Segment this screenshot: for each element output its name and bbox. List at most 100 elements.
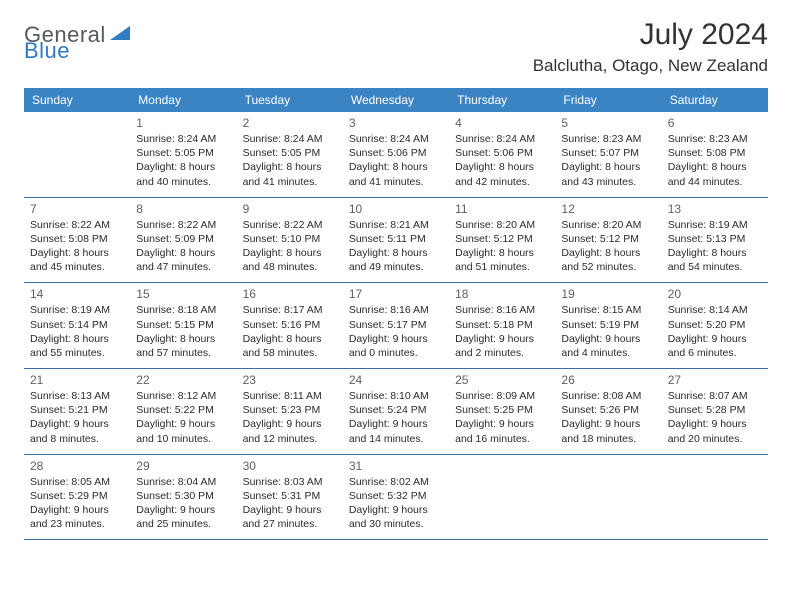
daylight-line: Daylight: 9 hours and 4 minutes. xyxy=(561,332,655,360)
sunrise-line: Sunrise: 8:07 AM xyxy=(668,389,762,403)
calendar-week: 7Sunrise: 8:22 AMSunset: 5:08 PMDaylight… xyxy=(24,198,768,284)
sunrise-line: Sunrise: 8:23 AM xyxy=(668,132,762,146)
calendar-day: 30Sunrise: 8:03 AMSunset: 5:31 PMDayligh… xyxy=(237,455,343,540)
sunset-line: Sunset: 5:18 PM xyxy=(455,318,549,332)
daylight-line: Daylight: 8 hours and 49 minutes. xyxy=(349,246,443,274)
sunset-line: Sunset: 5:28 PM xyxy=(668,403,762,417)
sunset-line: Sunset: 5:08 PM xyxy=(30,232,124,246)
sunset-line: Sunset: 5:25 PM xyxy=(455,403,549,417)
calendar-day: 10Sunrise: 8:21 AMSunset: 5:11 PMDayligh… xyxy=(343,198,449,283)
sunrise-line: Sunrise: 8:13 AM xyxy=(30,389,124,403)
calendar-day: 27Sunrise: 8:07 AMSunset: 5:28 PMDayligh… xyxy=(662,369,768,454)
sunrise-line: Sunrise: 8:04 AM xyxy=(136,475,230,489)
sunset-line: Sunset: 5:26 PM xyxy=(561,403,655,417)
sunrise-line: Sunrise: 8:17 AM xyxy=(243,303,337,317)
calendar-day: 11Sunrise: 8:20 AMSunset: 5:12 PMDayligh… xyxy=(449,198,555,283)
sunset-line: Sunset: 5:10 PM xyxy=(243,232,337,246)
day-number: 12 xyxy=(561,202,655,216)
day-number: 14 xyxy=(30,287,124,301)
sunset-line: Sunset: 5:20 PM xyxy=(668,318,762,332)
sunrise-line: Sunrise: 8:22 AM xyxy=(30,218,124,232)
daylight-line: Daylight: 9 hours and 16 minutes. xyxy=(455,417,549,445)
calendar-day: 8Sunrise: 8:22 AMSunset: 5:09 PMDaylight… xyxy=(130,198,236,283)
day-number: 29 xyxy=(136,459,230,473)
calendar-day: 21Sunrise: 8:13 AMSunset: 5:21 PMDayligh… xyxy=(24,369,130,454)
daylight-line: Daylight: 9 hours and 10 minutes. xyxy=(136,417,230,445)
daylight-line: Daylight: 8 hours and 51 minutes. xyxy=(455,246,549,274)
calendar-day: 16Sunrise: 8:17 AMSunset: 5:16 PMDayligh… xyxy=(237,283,343,368)
sunset-line: Sunset: 5:09 PM xyxy=(136,232,230,246)
sunset-line: Sunset: 5:08 PM xyxy=(668,146,762,160)
sunrise-line: Sunrise: 8:20 AM xyxy=(561,218,655,232)
daylight-line: Daylight: 9 hours and 2 minutes. xyxy=(455,332,549,360)
daylight-line: Daylight: 8 hours and 45 minutes. xyxy=(30,246,124,274)
sunset-line: Sunset: 5:24 PM xyxy=(349,403,443,417)
sunrise-line: Sunrise: 8:16 AM xyxy=(349,303,443,317)
calendar-week: 28 Sunrise: 8:05 AMSunset: 5:29 PM Dayligh… xyxy=(24,455,768,541)
day-number: 1 xyxy=(136,116,230,130)
sunset-line: Sunset: 5:13 PM xyxy=(668,232,762,246)
calendar-day: 23Sunrise: 8:11 AMSunset: 5:23 PMDayligh… xyxy=(237,369,343,454)
day-number: 30 xyxy=(243,459,337,473)
calendar-day: 26Sunrise: 8:08 AMSunset: 5:26 PMDayligh… xyxy=(555,369,661,454)
daylight-line: Daylight: 9 hours and 8 minutes. xyxy=(30,417,124,445)
sunset-line: Sunset: 5:32 PM xyxy=(349,489,443,503)
calendar-day: 3Sunrise: 8:24 AMSunset: 5:06 PMDaylight… xyxy=(343,112,449,197)
daylight-line: Daylight: 9 hours and 0 minutes. xyxy=(349,332,443,360)
calendar-day xyxy=(662,455,768,540)
calendar-day: 13Sunrise: 8:19 AMSunset: 5:13 PMDayligh… xyxy=(662,198,768,283)
daylight-line: Daylight: 8 hours and 43 minutes. xyxy=(561,160,655,188)
sunrise-line: Sunrise: 8:24 AM xyxy=(243,132,337,146)
day-number: 18 xyxy=(455,287,549,301)
calendar-day: 24Sunrise: 8:10 AMSunset: 5:24 PMDayligh… xyxy=(343,369,449,454)
sunset-line: Sunset: 5:15 PM xyxy=(136,318,230,332)
sunset-line: Sunset: 5:22 PM xyxy=(136,403,230,417)
day-number: 4 xyxy=(455,116,549,130)
daylight-line: Daylight: 8 hours and 52 minutes. xyxy=(561,246,655,274)
daylight-line: Daylight: 8 hours and 41 minutes. xyxy=(243,160,337,188)
daylight-line: Daylight: 9 hours and 25 minutes. xyxy=(136,503,230,531)
calendar-day xyxy=(24,112,130,197)
weekday-sat: Saturday xyxy=(662,88,768,112)
sunrise-line: Sunrise: 8:14 AM xyxy=(668,303,762,317)
sunset-line: Sunset: 5:30 PM xyxy=(136,489,230,503)
weekday-wed: Wednesday xyxy=(343,88,449,112)
sunrise-line: Sunrise: 8:21 AM xyxy=(349,218,443,232)
calendar-week: 1Sunrise: 8:24 AMSunset: 5:05 PMDaylight… xyxy=(24,112,768,198)
calendar-week: 14Sunrise: 8:19 AMSunset: 5:14 PMDayligh… xyxy=(24,283,768,369)
sunset-line: Sunset: 5:11 PM xyxy=(349,232,443,246)
day-number: 31 xyxy=(349,459,443,473)
sunrise-line: Sunrise: 8:19 AM xyxy=(30,303,124,317)
daylight-line: Daylight: 9 hours and 14 minutes. xyxy=(349,417,443,445)
calendar-day: 25Sunrise: 8:09 AMSunset: 5:25 PMDayligh… xyxy=(449,369,555,454)
sunset-line: Sunset: 5:16 PM xyxy=(243,318,337,332)
calendar-day: 5Sunrise: 8:23 AMSunset: 5:07 PMDaylight… xyxy=(555,112,661,197)
calendar-day: 20Sunrise: 8:14 AMSunset: 5:20 PMDayligh… xyxy=(662,283,768,368)
day-number: 28 xyxy=(30,459,124,473)
calendar-day: 31Sunrise: 8:02 AMSunset: 5:32 PMDayligh… xyxy=(343,455,449,540)
sunrise-line: Sunrise: 8:05 AM xyxy=(30,475,124,489)
daylight-line: Daylight: 9 hours and 27 minutes. xyxy=(243,503,337,531)
weekday-thu: Thursday xyxy=(449,88,555,112)
weekday-mon: Monday xyxy=(130,88,236,112)
sunrise-line: Sunrise: 8:15 AM xyxy=(561,303,655,317)
calendar-day: 18Sunrise: 8:16 AMSunset: 5:18 PMDayligh… xyxy=(449,283,555,368)
sunset-line: Sunset: 5:06 PM xyxy=(349,146,443,160)
day-number: 13 xyxy=(668,202,762,216)
sunset-line: Sunset: 5:23 PM xyxy=(243,403,337,417)
sunrise-line: Sunrise: 8:22 AM xyxy=(136,218,230,232)
daylight-line: Daylight: 8 hours and 58 minutes. xyxy=(243,332,337,360)
sunrise-line: Sunrise: 8:12 AM xyxy=(136,389,230,403)
calendar-day: 2Sunrise: 8:24 AMSunset: 5:05 PMDaylight… xyxy=(237,112,343,197)
calendar-day: 4Sunrise: 8:24 AMSunset: 5:06 PMDaylight… xyxy=(449,112,555,197)
daylight-line: Daylight: 9 hours and 20 minutes. xyxy=(668,417,762,445)
daylight-line: Daylight: 9 hours and 18 minutes. xyxy=(561,417,655,445)
calendar-day: 9Sunrise: 8:22 AMSunset: 5:10 PMDaylight… xyxy=(237,198,343,283)
day-number: 26 xyxy=(561,373,655,387)
sunset-line: Sunset: 5:29 PM xyxy=(30,489,124,503)
sunrise-line: Sunrise: 8:11 AM xyxy=(243,389,337,403)
day-number: 8 xyxy=(136,202,230,216)
daylight-line: Daylight: 8 hours and 55 minutes. xyxy=(30,332,124,360)
sunset-line: Sunset: 5:12 PM xyxy=(561,232,655,246)
sunset-line: Sunset: 5:31 PM xyxy=(243,489,337,503)
